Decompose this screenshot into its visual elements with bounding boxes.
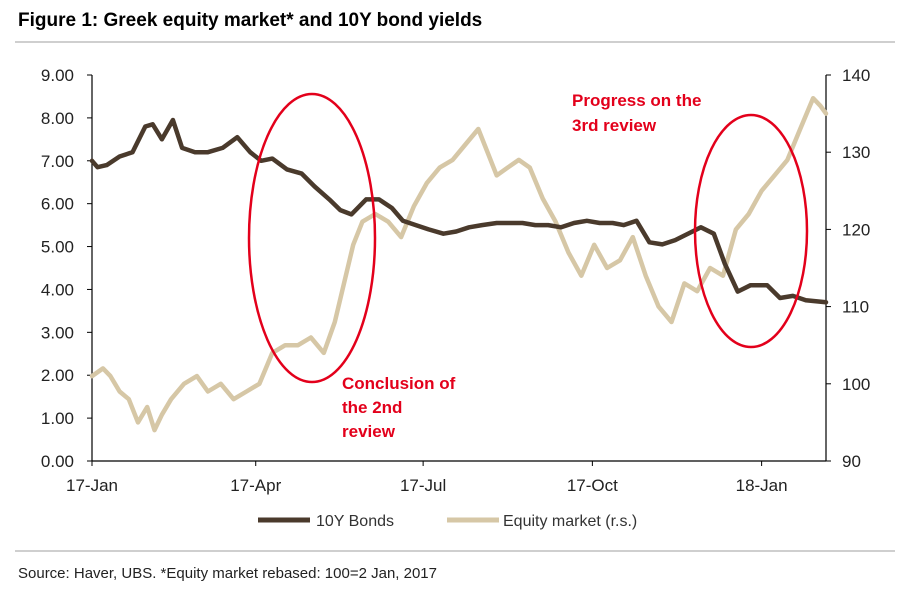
y-right-tick-label: 120: [842, 220, 870, 239]
y-left-tick-label: 9.00: [41, 66, 74, 85]
legend-label-bonds: 10Y Bonds: [316, 513, 394, 530]
annotation-3rd-review-line1: Progress on the: [572, 91, 701, 110]
y-left-tick-label: 2.00: [41, 366, 74, 385]
y-right-tick-label: 90: [842, 452, 861, 471]
y-left-tick-label: 4.00: [41, 280, 74, 299]
y-left-tick-label: 1.00: [41, 409, 74, 428]
annotation-ellipse-2nd-review: [247, 92, 377, 384]
figure-title: Figure 1: Greek equity market* and 10Y b…: [18, 10, 483, 31]
bottom-divider: [15, 550, 895, 552]
annotation-ellipse-3rd-review: [693, 113, 809, 349]
legend-label-equity: Equity market (r.s.): [503, 513, 637, 530]
y-left-tick-label: 0.00: [41, 452, 74, 471]
annotation-2nd-review-line3: review: [342, 422, 396, 441]
legend: 10Y Bonds Equity market (r.s.): [258, 513, 637, 530]
annotation-2nd-review-line1: Conclusion of: [342, 374, 456, 393]
series-equity-line: [89, 95, 829, 433]
x-tick-label: 17-Jul: [400, 476, 446, 495]
x-tick-label: 17-Apr: [230, 476, 281, 495]
y-left-tick-label: 7.00: [41, 152, 74, 171]
y-left-tick-label: 5.00: [41, 238, 74, 257]
x-tick-label: 18-Jan: [736, 476, 788, 495]
y-left-tick-label: 3.00: [41, 323, 74, 342]
y-right-tick-label: 100: [842, 375, 870, 394]
y-right-tick-label: 130: [842, 143, 870, 162]
x-tick-label: 17-Oct: [567, 476, 618, 495]
source-note: Source: Haver, UBS. *Equity market rebas…: [18, 565, 437, 582]
top-divider: [15, 41, 895, 43]
y-left-tick-label: 8.00: [41, 109, 74, 128]
chart: 0.00 1.00 2.00 3.00 4.00 5.00 6.00 7.00 8.00 9.00…: [41, 66, 870, 530]
y-left-tick-label: 6.00: [41, 195, 74, 214]
y-right-tick-label: 140: [842, 66, 870, 85]
annotation-2nd-review-line2: the 2nd: [342, 398, 402, 417]
annotation-3rd-review-line2: 3rd review: [572, 116, 657, 135]
series-bonds-line: [89, 117, 829, 305]
y-right-tick-label: 110: [842, 298, 869, 317]
x-tick-label: 17-Jan: [66, 476, 118, 495]
